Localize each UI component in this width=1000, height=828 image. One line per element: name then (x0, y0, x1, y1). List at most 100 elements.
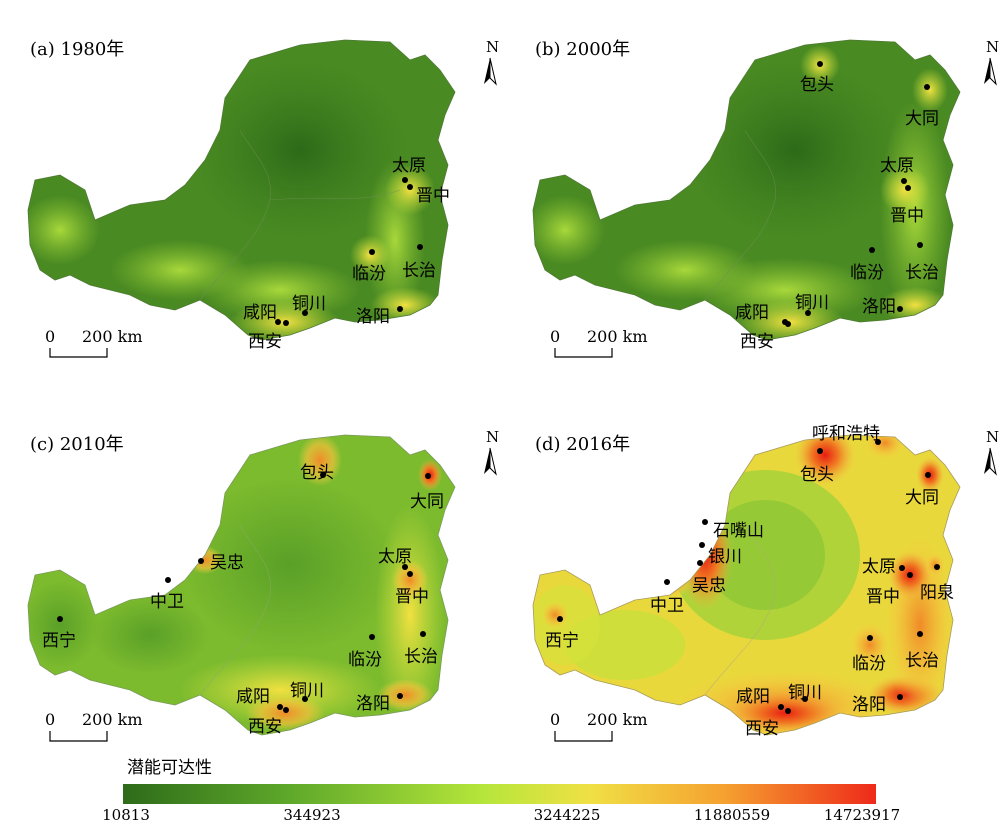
city-label: 晋中 (890, 206, 924, 226)
panel-title-c: (c) 2010年 (30, 434, 124, 455)
city-label: 呼和浩特 (812, 424, 880, 444)
legend-tick: 11880559 (693, 806, 771, 824)
city-dot (867, 635, 873, 641)
svg-text:N: N (486, 38, 499, 56)
city-dot (875, 439, 881, 445)
svg-text:0: 0 (550, 710, 560, 729)
svg-text:N: N (986, 38, 999, 56)
city-label: 铜川 (290, 681, 324, 701)
legend-tick: 344923 (283, 806, 341, 824)
city-dot (302, 310, 308, 316)
city-dot (897, 694, 903, 700)
city-label: 大同 (905, 488, 939, 508)
city-label: 太原 (862, 557, 896, 577)
city-label: 长治 (905, 651, 939, 671)
legend-tick: 3244225 (533, 806, 601, 824)
city-label: 西宁 (545, 631, 579, 651)
city-dot (899, 565, 905, 571)
legend-tick-max: 14723917 (823, 806, 901, 824)
city-dot (917, 242, 923, 248)
city-dot (557, 616, 563, 622)
city-dot (805, 310, 811, 316)
city-label: 洛阳 (356, 307, 390, 327)
city-dot (57, 616, 63, 622)
city-label: 包头 (300, 463, 334, 483)
legend-title: 潜能可达性 (127, 758, 212, 778)
city-label: 临汾 (852, 654, 886, 674)
city-dot (397, 306, 403, 312)
svg-text:0: 0 (45, 327, 55, 346)
city-label: 阳泉 (920, 583, 954, 603)
city-label: 吴忠 (692, 576, 726, 596)
city-dot (817, 448, 823, 454)
city-label: 大同 (410, 492, 444, 512)
city-dot (402, 564, 408, 570)
city-dot (397, 693, 403, 699)
city-dot (402, 177, 408, 183)
city-dot (407, 184, 413, 190)
city-label: 铜川 (292, 294, 326, 314)
city-dot (802, 696, 808, 702)
city-label: 晋中 (866, 587, 900, 607)
city-label: 洛阳 (852, 695, 886, 715)
city-label: 咸阳 (736, 687, 770, 707)
city-label: 铜川 (788, 683, 822, 703)
city-label: 铜川 (795, 293, 829, 313)
north-arrow-icon: N (484, 38, 499, 86)
city-label: 银川 (708, 547, 742, 567)
city-dot (905, 185, 911, 191)
city-dot (417, 244, 423, 250)
city-dot (869, 247, 875, 253)
city-dot (283, 707, 289, 713)
city-label: 包头 (800, 465, 834, 485)
scale-bar: 0 200 km (550, 327, 648, 358)
city-dot (165, 577, 171, 583)
city-dot (934, 564, 940, 570)
city-label: 西安 (248, 332, 282, 352)
city-dot (407, 571, 413, 577)
city-label: 长治 (905, 263, 939, 283)
city-dot (785, 708, 791, 714)
city-dot (283, 320, 289, 326)
legend-tick-min: 10813 (102, 806, 150, 824)
city-dot (198, 558, 204, 564)
city-dot (817, 61, 823, 67)
city-label: 石嘴山 (713, 521, 764, 541)
city-dot (917, 631, 923, 637)
city-label: 西安 (740, 332, 774, 352)
city-label: 临汾 (850, 263, 884, 283)
svg-text:200 km: 200 km (587, 710, 648, 729)
city-label: 太原 (392, 156, 426, 176)
panel-title-d: (d) 2016年 (535, 434, 630, 455)
city-dot (924, 84, 930, 90)
north-arrow-icon: N (984, 428, 999, 476)
city-dot (702, 519, 708, 525)
city-dot (420, 631, 426, 637)
city-dot (699, 542, 705, 548)
city-label: 中卫 (150, 592, 184, 612)
city-label: 咸阳 (236, 687, 270, 707)
city-dot (275, 319, 281, 325)
city-dot (901, 178, 907, 184)
city-dot (302, 696, 308, 702)
city-dot (907, 572, 913, 578)
city-dot (369, 634, 375, 640)
svg-text:0: 0 (45, 710, 55, 729)
city-label: 西安 (248, 717, 282, 737)
city-dot (664, 579, 670, 585)
north-arrow-icon: N (484, 428, 499, 476)
city-label: 咸阳 (735, 303, 769, 323)
scale-bar: 0 200 km (45, 327, 143, 358)
city-label: 太原 (880, 156, 914, 176)
city-label: 长治 (402, 261, 436, 281)
city-label: 临汾 (352, 264, 386, 284)
city-label: 洛阳 (356, 694, 390, 714)
scale-bar: 0 200 km (550, 710, 648, 742)
city-label: 吴忠 (210, 553, 244, 573)
svg-text:200 km: 200 km (587, 327, 648, 346)
city-dot (369, 249, 375, 255)
city-label: 咸阳 (243, 303, 277, 323)
city-dot (277, 704, 283, 710)
